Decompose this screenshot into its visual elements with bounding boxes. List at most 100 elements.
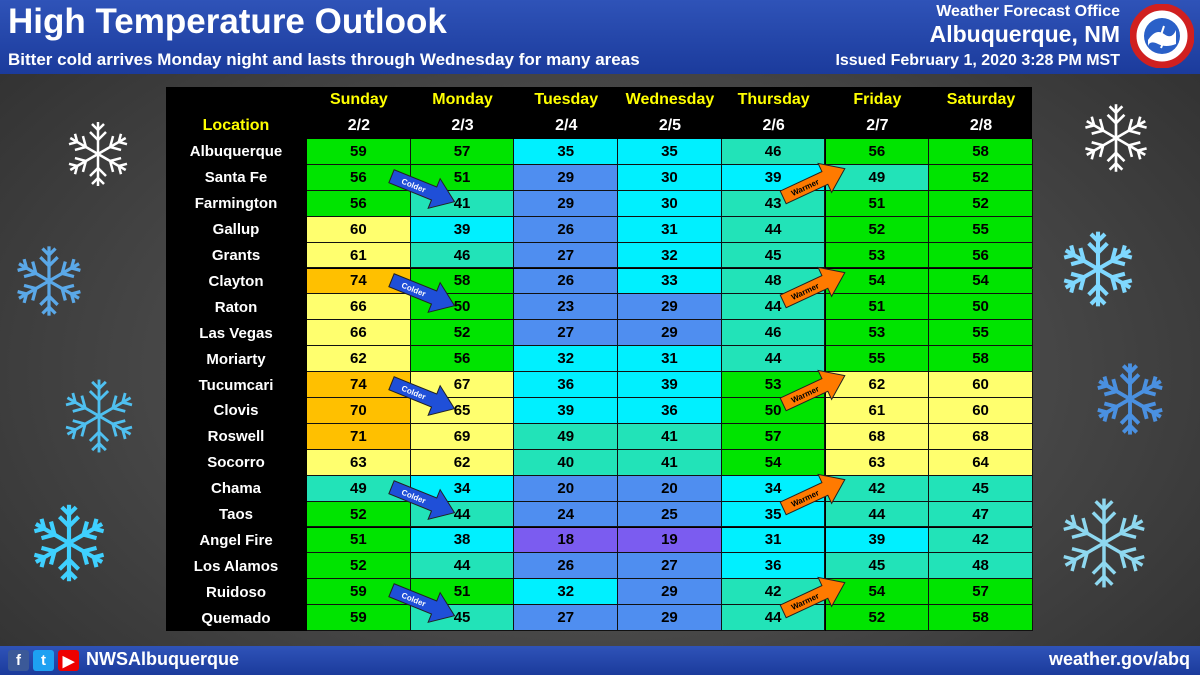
warmer-arrow: Warmer	[779, 162, 846, 205]
temp-cell: 33	[618, 268, 722, 295]
temp-cell: 39	[514, 398, 619, 424]
temp-cell: 43	[721, 190, 826, 217]
location-name: Angel Fire	[199, 531, 273, 549]
day-header: Tuesday	[534, 91, 599, 108]
temp-cell: 24	[514, 501, 619, 528]
temp-cell: 35	[514, 139, 619, 165]
date-header: 2/4	[555, 117, 578, 134]
temp-cell: 63	[307, 449, 411, 476]
temp-cell: 50	[929, 294, 1033, 321]
temp-cell: 26	[514, 553, 619, 580]
location-name: Los Alamos	[193, 557, 279, 575]
temp-cell: 18	[514, 527, 619, 554]
temp-cell: 44	[410, 553, 515, 580]
temp-cell: 42	[929, 527, 1033, 554]
temp-cell: 47	[929, 501, 1033, 528]
temp-cell: 69	[410, 423, 515, 450]
location-name: Ruidoso	[206, 583, 266, 601]
temp-cell: 56	[929, 242, 1033, 269]
temp-cell: 62	[307, 346, 411, 373]
temp-cell: 19	[618, 527, 722, 554]
temp-cell: 59	[307, 139, 411, 165]
temp-cell: 52	[825, 216, 930, 243]
temp-cell: 52	[307, 553, 411, 580]
temp-cell: 63	[825, 449, 930, 476]
temp-cell: 57	[721, 423, 826, 450]
temp-cell: 27	[618, 553, 722, 580]
temp-cell: 46	[410, 242, 515, 269]
location-name: Chama	[210, 480, 262, 498]
temp-cell: 56	[825, 139, 930, 165]
temp-cell: 29	[514, 190, 619, 217]
temp-cell: 27	[514, 242, 619, 269]
facebook-icon[interactable]: f	[8, 650, 29, 671]
location-name: Las Vegas	[199, 324, 273, 342]
website-link[interactable]: weather.gov/abq	[1048, 649, 1190, 669]
day-header: Friday	[853, 91, 902, 108]
temp-cell: 44	[721, 294, 826, 321]
temp-cell: 55	[929, 320, 1033, 347]
temp-cell: 29	[618, 320, 722, 347]
temp-cell: 52	[825, 605, 930, 632]
office-city: Albuquerque, NM	[929, 21, 1120, 47]
temp-cell: 51	[307, 527, 411, 554]
temp-cell: 51	[825, 294, 930, 321]
colder-arrow: Colder	[387, 479, 455, 520]
temp-cell: 35	[721, 501, 826, 528]
temperature-table: Location Sunday 2/2 Monday 2/3 Tuesday 2/4 Wedn…	[166, 87, 1033, 632]
colder-arrow: Colder	[387, 169, 455, 209]
temp-cell: 58	[929, 139, 1033, 165]
day-header: Saturday	[946, 91, 1016, 108]
youtube-icon[interactable]: ▶	[58, 650, 79, 671]
office-label: Weather Forecast Office	[936, 3, 1120, 20]
temp-cell: 54	[721, 449, 826, 476]
warmer-arrow: Warmer	[779, 369, 846, 412]
temp-cell: 45	[825, 553, 930, 580]
temp-cell: 23	[514, 294, 619, 321]
temp-cell: 29	[618, 294, 722, 321]
temp-cell: 53	[825, 320, 930, 347]
temp-cell: 44	[721, 605, 826, 632]
temp-cell: 30	[618, 164, 722, 191]
temp-cell: 60	[307, 216, 411, 243]
colder-arrow: Colder	[387, 583, 455, 624]
temp-cell: 49	[514, 423, 619, 450]
location-name: Taos	[219, 506, 253, 524]
location-name: Farmington	[194, 195, 278, 213]
temp-cell: 60	[929, 372, 1033, 398]
location-name: Santa Fe	[204, 169, 268, 187]
temp-cell: 52	[929, 190, 1033, 217]
social-handle[interactable]: NWSAlbuquerque	[86, 649, 239, 669]
temp-cell: 52	[929, 164, 1033, 191]
temp-cell: 44	[721, 216, 826, 243]
temp-cell: 29	[618, 579, 722, 606]
temp-cell: 26	[514, 216, 619, 243]
temp-cell: 25	[618, 501, 722, 528]
nws-logo-icon	[1130, 4, 1194, 68]
temp-cell: 51	[825, 190, 930, 217]
location-name: Albuquerque	[189, 143, 283, 161]
temp-cell: 61	[307, 242, 411, 269]
temp-cell: 41	[618, 423, 722, 450]
temp-cell: 26	[514, 268, 619, 295]
day-header: Sunday	[329, 91, 388, 108]
temp-cell: 66	[307, 294, 411, 321]
temp-cell: 39	[825, 527, 930, 554]
temp-cell: 59	[307, 605, 411, 632]
twitter-icon[interactable]: t	[33, 650, 54, 671]
temp-cell: 58	[929, 605, 1033, 632]
location-name: Roswell	[207, 428, 265, 446]
date-header: 2/3	[451, 117, 474, 134]
temp-cell: 64	[929, 449, 1033, 476]
temp-cell: 27	[514, 320, 619, 347]
warmer-arrow: Warmer	[779, 266, 846, 308]
temp-cell: 30	[618, 190, 722, 217]
issued-timestamp: Issued February 1, 2020 3:28 PM MST	[835, 52, 1120, 69]
snowflake-icon	[65, 122, 131, 188]
location-header: Location	[202, 117, 270, 134]
temp-cell: 50	[721, 398, 826, 424]
temp-cell: 31	[618, 346, 722, 373]
page-title: High Temperature Outlook	[8, 2, 447, 41]
temp-cell: 20	[514, 475, 619, 502]
